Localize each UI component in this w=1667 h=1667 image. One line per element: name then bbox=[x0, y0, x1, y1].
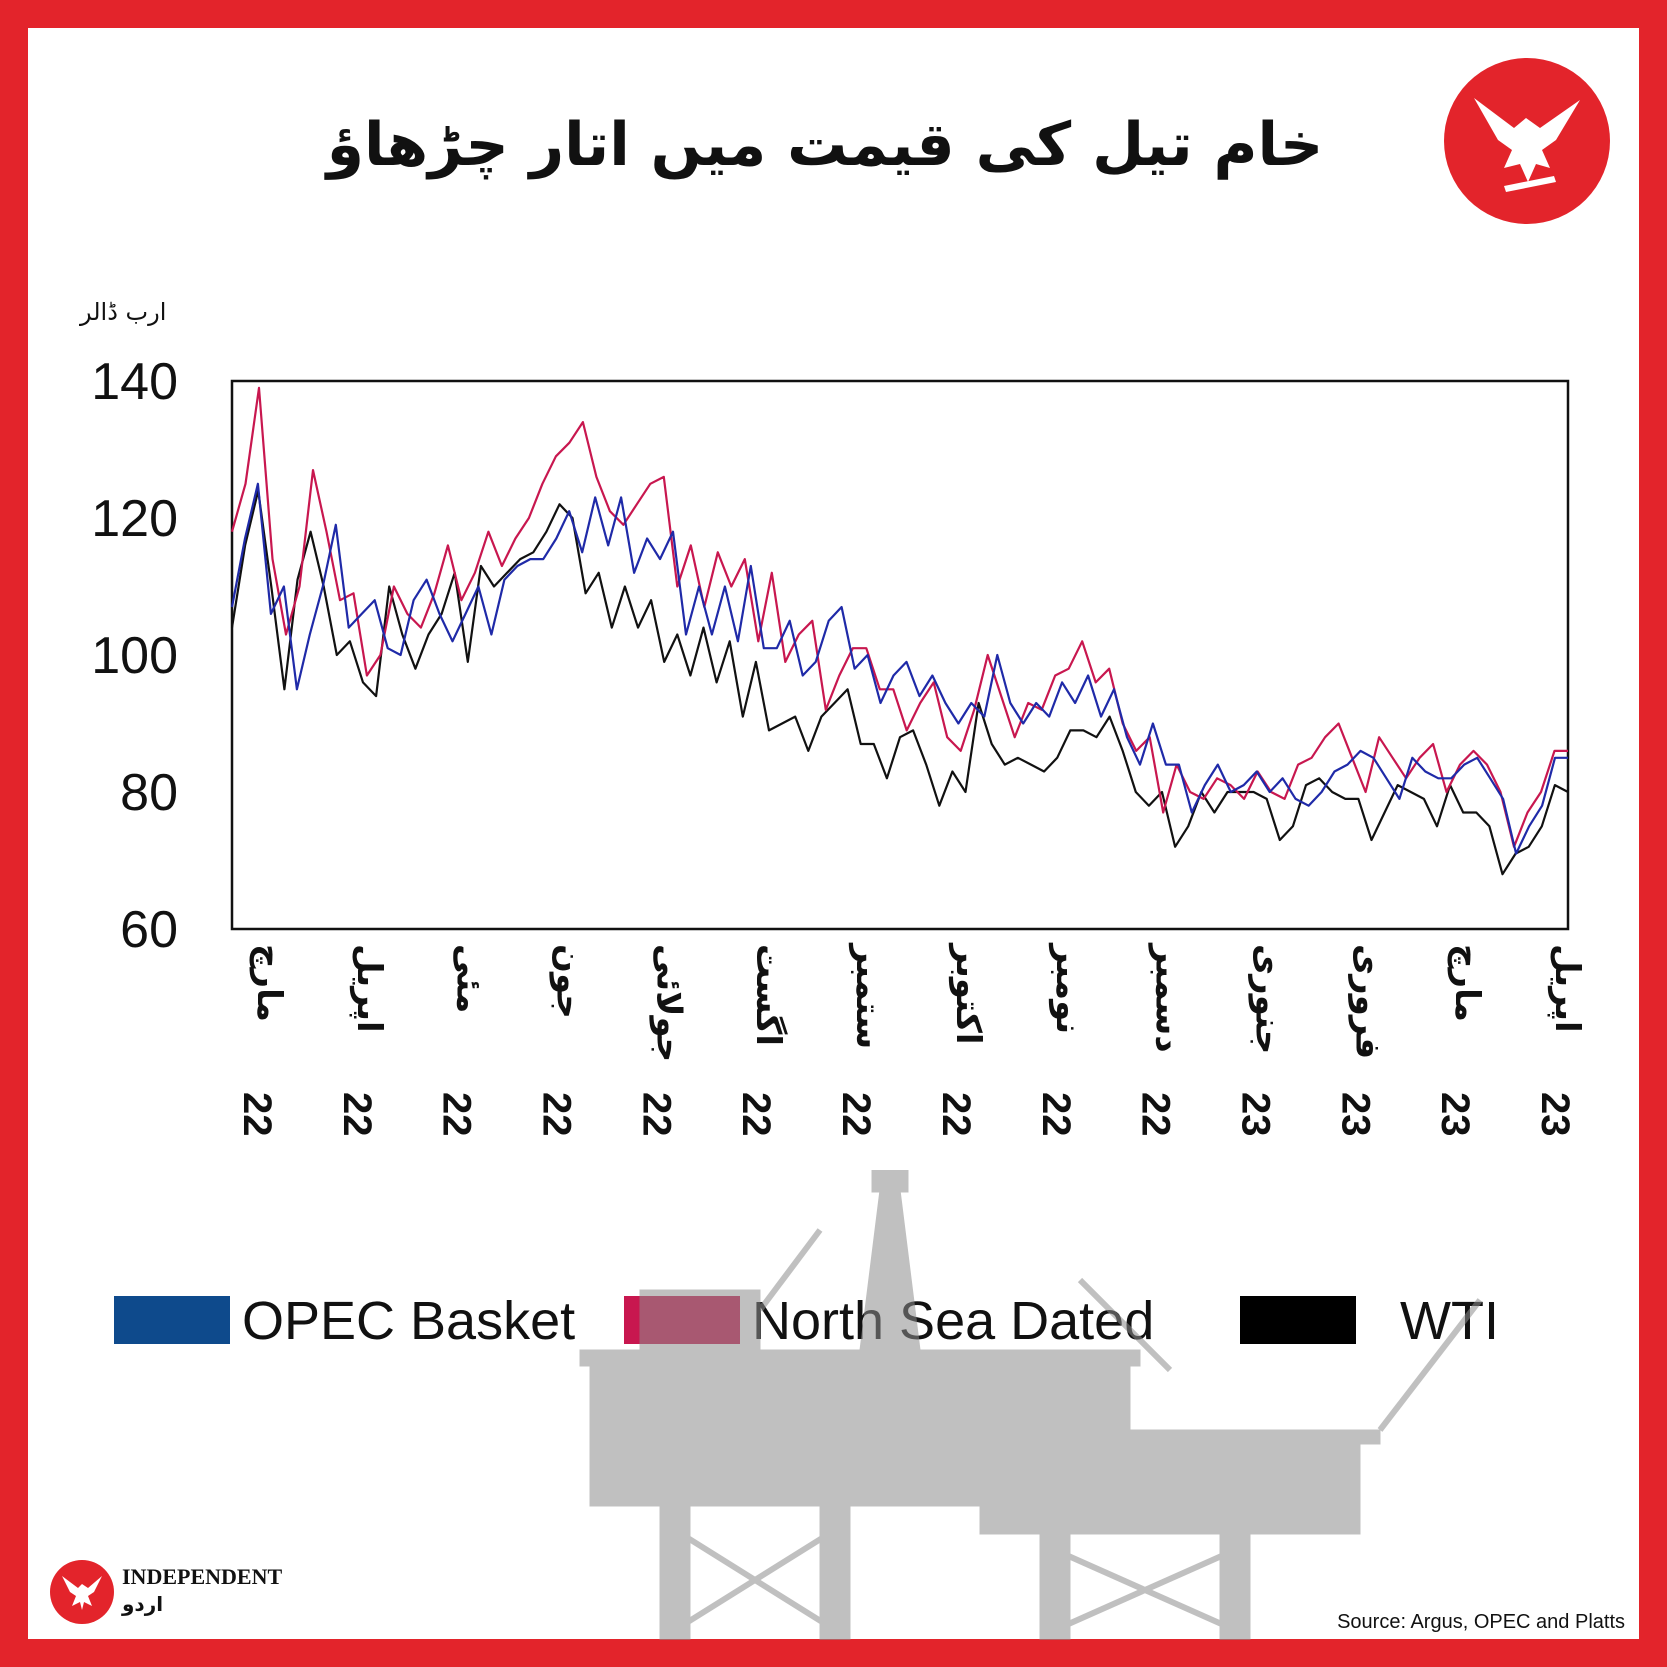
x-tick-year: 22 bbox=[335, 1092, 379, 1137]
brand-name: INDEPENDENT bbox=[122, 1564, 283, 1589]
legend-swatch-wti bbox=[1240, 1296, 1356, 1344]
x-tick-year: 22 bbox=[435, 1092, 479, 1137]
line-chart: 140 120 100 80 60 مارچ 22 اپریل 22 مئی 22 جون 22 جول… bbox=[91, 353, 1587, 1137]
x-tick-year: 22 bbox=[235, 1092, 279, 1137]
x-tick-year: 23 bbox=[1533, 1092, 1577, 1137]
eagle-logo-icon bbox=[1444, 58, 1610, 224]
x-tick-month: اگست bbox=[748, 944, 788, 1046]
x-tick-month: دسمبر bbox=[1148, 942, 1188, 1053]
x-tick-year: 22 bbox=[1034, 1092, 1078, 1137]
legend-label-opec: OPEC Basket bbox=[242, 1291, 576, 1351]
x-tick-year: 23 bbox=[1233, 1092, 1277, 1137]
y-tick-label: 140 bbox=[91, 353, 178, 411]
y-tick-label: 100 bbox=[91, 627, 178, 685]
legend-label-north-sea: North Sea Dated bbox=[752, 1291, 1155, 1351]
chart-title: خام تیل کی قیمت میں اتار چڑھاؤ bbox=[326, 110, 1324, 180]
oil-rig-icon bbox=[579, 1170, 1483, 1640]
legend-swatch-opec bbox=[114, 1296, 230, 1344]
series-line-opec-basket bbox=[230, 482, 1568, 855]
x-tick-month: مارچ bbox=[1447, 944, 1487, 1022]
x-tick-month: اکتوبر bbox=[948, 942, 988, 1045]
series-line-wti bbox=[230, 489, 1569, 876]
x-tick-year: 22 bbox=[934, 1092, 978, 1137]
brand-eagle-icon bbox=[50, 1560, 114, 1624]
x-tick-month: جون bbox=[549, 944, 589, 1019]
plot-area-border bbox=[230, 379, 1570, 931]
y-axis-ticks: 140 120 100 80 60 bbox=[91, 353, 178, 959]
x-tick-month: اپریل bbox=[1547, 944, 1587, 1033]
y-tick-label: 80 bbox=[120, 764, 178, 822]
x-tick-month: جولائی bbox=[648, 944, 688, 1062]
x-tick-year: 23 bbox=[1333, 1092, 1377, 1137]
x-axis-ticks: مارچ 22 اپریل 22 مئی 22 جون 22 جولائی 22 اگست 22 ستم… bbox=[235, 942, 1587, 1137]
y-axis-unit-label: ارب ڈالر bbox=[80, 298, 167, 326]
brand-mark: INDEPENDENT اردو bbox=[50, 1560, 310, 1630]
y-tick-label: 60 bbox=[120, 901, 178, 959]
x-tick-month: مارچ bbox=[249, 944, 289, 1022]
x-tick-month: نومبر bbox=[1048, 942, 1088, 1034]
x-tick-year: 22 bbox=[634, 1092, 678, 1137]
x-tick-year: 22 bbox=[1134, 1092, 1178, 1137]
x-tick-month: ستمبر bbox=[848, 942, 888, 1049]
series-line-north-sea-dated bbox=[230, 386, 1568, 848]
source-note: Source: Argus, OPEC and Platts bbox=[1337, 1611, 1625, 1633]
series-lines bbox=[230, 386, 1569, 876]
x-tick-month: مئی bbox=[449, 944, 489, 1013]
x-tick-month: اپریل bbox=[349, 944, 389, 1033]
x-tick-month: فروری bbox=[1347, 944, 1387, 1059]
x-tick-year: 23 bbox=[1433, 1092, 1477, 1137]
y-tick-label: 120 bbox=[91, 490, 178, 548]
x-tick-year: 22 bbox=[834, 1092, 878, 1137]
x-tick-year: 22 bbox=[734, 1092, 778, 1137]
x-tick-month: جنوری bbox=[1247, 944, 1287, 1054]
brand-subtitle: اردو bbox=[122, 1592, 164, 1616]
x-tick-year: 22 bbox=[535, 1092, 579, 1137]
legend: OPEC Basket North Sea Dated WTI bbox=[114, 1290, 1534, 1360]
